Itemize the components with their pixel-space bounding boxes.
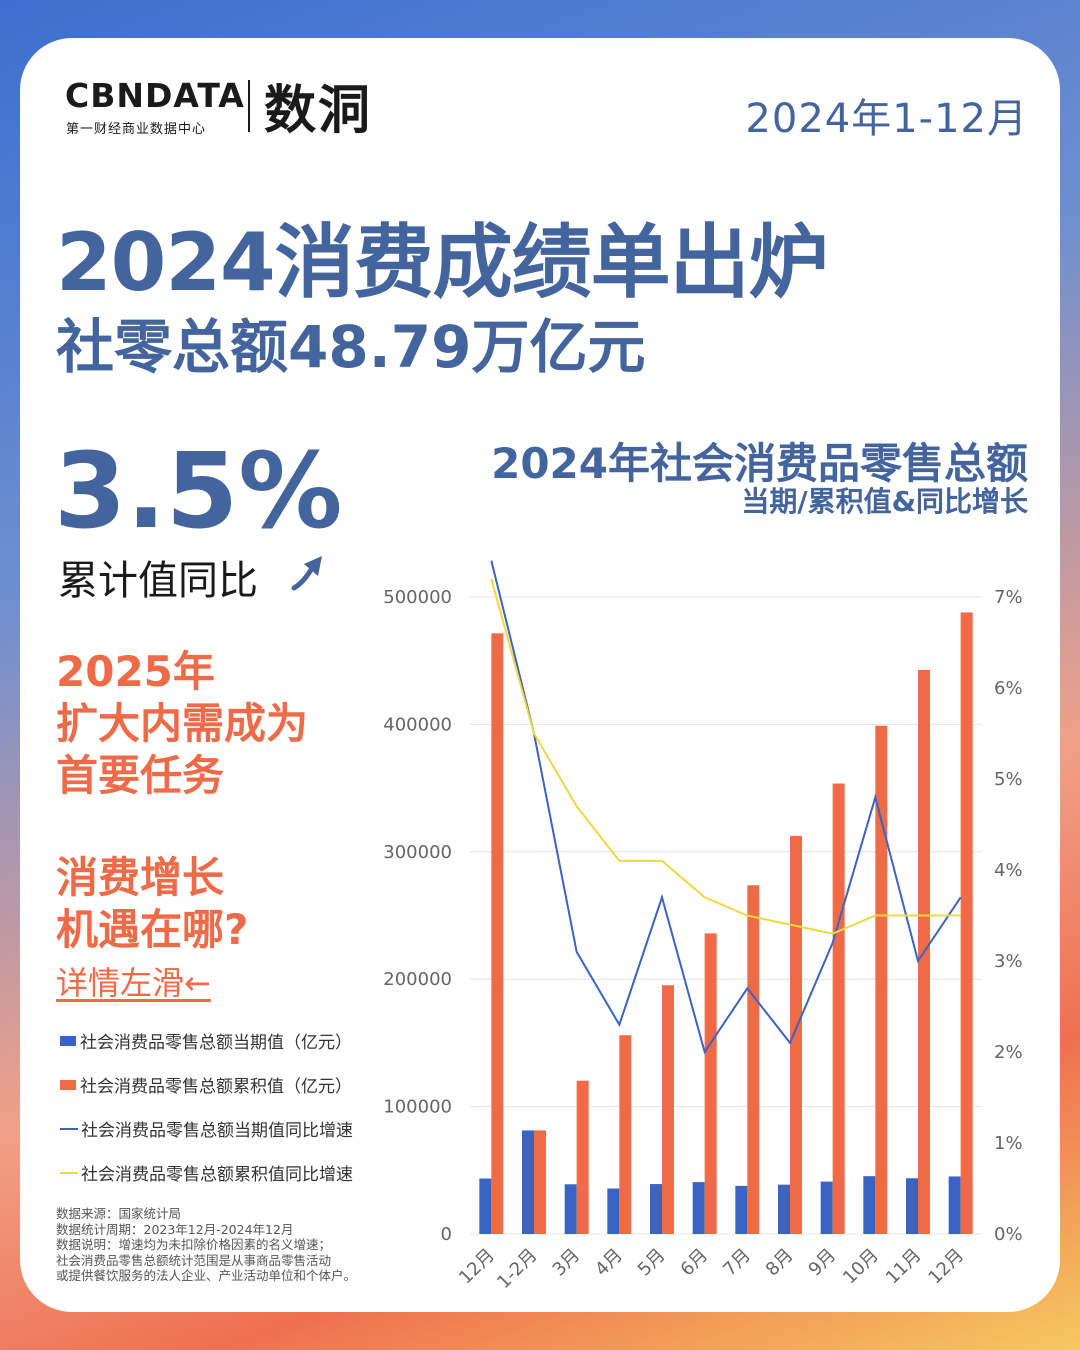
- bar: [662, 985, 674, 1234]
- legend-swatch: [60, 1127, 78, 1130]
- bar: [534, 1130, 546, 1234]
- period-label: 2024年1-12月: [745, 96, 1028, 142]
- x-tick-label: 1-2月: [493, 1245, 541, 1293]
- arrow-up-icon: [291, 556, 322, 591]
- section-growth: 消费增长 机遇在哪?: [56, 852, 248, 956]
- cbndata-logo: CBNDATA: [65, 76, 245, 115]
- section-2025-line: 2025年: [56, 647, 215, 696]
- y-right-tick-label: 3%: [994, 951, 1023, 972]
- poster-card: CBNDATA 第一财经商业数据中心 数洞 2024年1-12月 2024消费成…: [20, 38, 1060, 1312]
- x-tick-label: 3月: [549, 1245, 585, 1281]
- legend-label: 社会消费品零售总额当期值（亿元）: [80, 1033, 352, 1053]
- highlight-label: 累计值同比: [58, 558, 258, 604]
- x-tick-label: 12月: [924, 1245, 968, 1289]
- x-tick-label: 5月: [634, 1245, 670, 1281]
- legend-item-current-growth: 社会消费品零售总额当期值同比增速: [60, 1116, 353, 1141]
- y-right-tick-label: 4%: [994, 860, 1023, 881]
- legend-item-cumulative-value: 社会消费品零售总额累积值（亿元）: [60, 1072, 352, 1097]
- x-tick-label: 12月: [455, 1245, 499, 1289]
- bar: [522, 1130, 534, 1234]
- y-right-tick-label: 2%: [994, 1042, 1023, 1063]
- bar: [607, 1188, 620, 1234]
- bar: [491, 633, 504, 1234]
- footnote-line: 或提供餐饮服务的法人企业、产业活动单位和个体户。: [56, 1268, 357, 1283]
- bar: [619, 1035, 632, 1234]
- footnote-line: 数据说明：增速均为未扣除价格因素的名义增速；: [56, 1237, 332, 1252]
- bar: [948, 1176, 961, 1234]
- x-tick-label: 9月: [805, 1245, 841, 1281]
- footnote-line: 数据统计周期：2023年12月-2024年12月: [56, 1221, 294, 1237]
- bar: [650, 1184, 662, 1234]
- headline: 2024消费成绩单出炉: [56, 216, 829, 309]
- chart-title: 2024年社会消费品零售总额: [491, 439, 1028, 488]
- chart-subtitle: 当期/累积值&同比增长: [741, 485, 1028, 518]
- legend-swatch: [60, 1171, 78, 1174]
- x-tick-label: 6月: [677, 1245, 713, 1281]
- y-right-tick-label: 7%: [994, 587, 1023, 608]
- bar: [778, 1184, 790, 1234]
- legend-swatch: [60, 1079, 76, 1090]
- section-2025-line: 首要任务: [56, 751, 225, 800]
- bar: [692, 1182, 705, 1234]
- series-line: [490, 578, 961, 935]
- x-tick-label: 4月: [591, 1245, 627, 1281]
- bar: [832, 783, 845, 1234]
- y-right-tick-label: 6%: [994, 678, 1023, 699]
- y-left-tick-label: 400000: [383, 714, 452, 735]
- legend-label: 社会消费品零售总额累积值同比增速: [81, 1165, 353, 1185]
- section-growth-line: 消费增长: [56, 853, 225, 902]
- bar: [906, 1178, 918, 1234]
- bar: [704, 933, 717, 1234]
- footnote-line: 社会消费品零售总额统计范围是从事商品零售活动: [56, 1252, 332, 1268]
- legend-swatch: [60, 1035, 76, 1046]
- y-left-tick-label: 200000: [383, 969, 452, 990]
- y-right-tick-label: 5%: [994, 769, 1023, 790]
- legend-item-current-value: 社会消费品零售总额当期值（亿元）: [60, 1028, 352, 1053]
- legend-label: 社会消费品零售总额当期值同比增速: [81, 1121, 353, 1141]
- swipe-hint-link[interactable]: 详情左滑←: [56, 964, 211, 1002]
- bar: [960, 612, 973, 1234]
- y-right-tick-label: 0%: [994, 1224, 1023, 1245]
- y-right-tick-label: 1%: [994, 1133, 1023, 1154]
- section-2025: 2025年 扩大内需成为 首要任务: [56, 646, 308, 802]
- shudong-logo: 数洞: [264, 81, 373, 141]
- y-left-tick-label: 300000: [383, 842, 452, 863]
- section-growth-line: 机遇在哪?: [56, 905, 249, 954]
- bar: [790, 835, 802, 1234]
- bar: [863, 1176, 876, 1234]
- legend-label: 社会消费品零售总额累积值（亿元）: [80, 1077, 352, 1097]
- legend-item-cumulative-growth: 社会消费品零售总额累积值同比增速: [60, 1160, 353, 1185]
- x-tick-label: 7月: [719, 1245, 755, 1281]
- highlight-value: 3.5%: [54, 430, 343, 552]
- logo-divider: [248, 80, 250, 132]
- bar: [820, 1181, 833, 1234]
- bar: [747, 885, 760, 1234]
- bar: [479, 1178, 492, 1234]
- bar: [564, 1184, 577, 1234]
- section-2025-line: 扩大内需成为: [56, 699, 309, 748]
- bar: [735, 1185, 748, 1234]
- y-left-tick-label: 100000: [383, 1097, 452, 1118]
- retail-sales-chart: 0 100000 200000 300000 400000 500000 0% 1% 2% 3% 4…: [383, 560, 1023, 1293]
- footnotes: 数据来源：国家统计局 数据统计周期：2023年12月-2024年12月 数据说明…: [56, 1206, 356, 1284]
- bar: [875, 725, 888, 1234]
- footnote-line: 数据来源：国家统计局: [56, 1206, 182, 1221]
- cbndata-logo-subtitle: 第一财经商业数据中心: [66, 122, 207, 137]
- y-left-tick-label: 0: [441, 1224, 452, 1245]
- x-tick-label: 8月: [762, 1245, 798, 1281]
- x-tick-label: 11月: [882, 1245, 926, 1289]
- series-line: [490, 560, 962, 1055]
- bar: [576, 1080, 589, 1234]
- y-left-tick-label: 500000: [383, 587, 452, 608]
- subheadline: 社零总额48.79万亿元: [56, 313, 646, 381]
- x-tick-label: 10月: [839, 1245, 883, 1289]
